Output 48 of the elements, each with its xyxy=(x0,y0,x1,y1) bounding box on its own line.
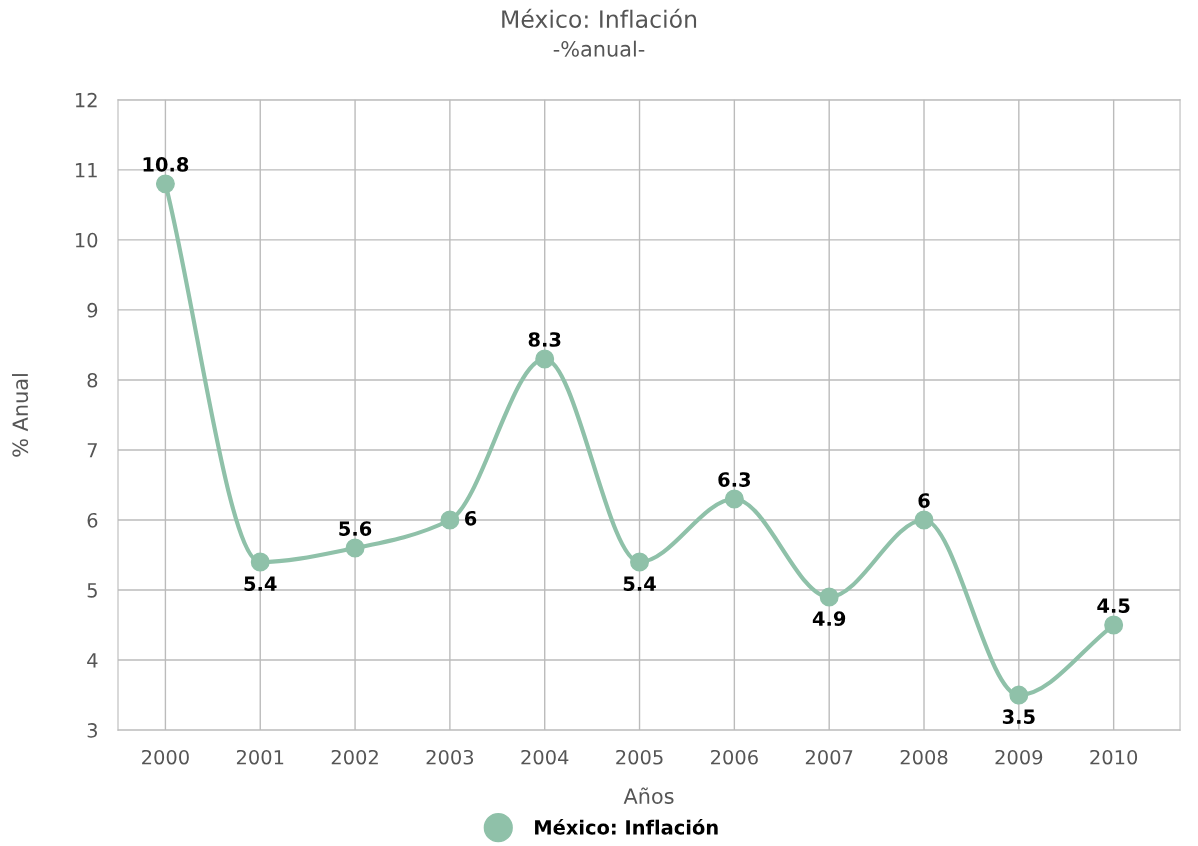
point xyxy=(1009,685,1029,705)
point xyxy=(819,587,839,607)
point xyxy=(345,538,365,558)
point xyxy=(914,510,934,530)
point xyxy=(155,174,175,194)
y-tick-label: 7 xyxy=(87,443,97,458)
x-tick-label: 2002 xyxy=(331,749,378,765)
data-label: 10.8 xyxy=(143,157,189,172)
chart-subtitle: -%anual- xyxy=(553,40,645,57)
x-tick-label: 2003 xyxy=(426,749,474,765)
x-tick-label: 2000 xyxy=(142,749,189,765)
data-label: 8.3 xyxy=(528,332,561,347)
x-tick-label: 2008 xyxy=(900,749,948,765)
y-tick-label: 8 xyxy=(87,372,98,388)
data-label: 6.3 xyxy=(718,472,751,487)
data-label: 5.6 xyxy=(339,521,372,536)
point xyxy=(250,552,270,572)
point xyxy=(1104,615,1124,635)
point xyxy=(630,552,650,572)
x-tick-label: 2004 xyxy=(521,749,569,765)
legend-label: México: Inflación xyxy=(535,818,718,835)
x-tick-label: 2005 xyxy=(616,749,663,765)
x-tick-label: 2009 xyxy=(995,749,1043,765)
y-tick-label: 6 xyxy=(87,512,98,528)
data-label: 5.4 xyxy=(244,576,277,591)
data-label: 4.5 xyxy=(1097,598,1130,613)
y-tick-label: 5 xyxy=(87,583,97,598)
y-tick-label: 3 xyxy=(87,723,97,738)
y-tick-label: 9 xyxy=(87,302,98,318)
point xyxy=(724,489,744,509)
y-tick-label: 12 xyxy=(75,92,97,108)
x-tick-label: 2010 xyxy=(1090,749,1138,765)
data-label: 3.5 xyxy=(1002,709,1035,725)
x-tick-label: 2001 xyxy=(236,749,284,765)
chart-title: México: Inflación xyxy=(502,8,697,28)
y-tick-label: 4 xyxy=(87,653,98,668)
data-label: 6 xyxy=(918,493,930,508)
x-tick-label: 2006 xyxy=(711,749,758,765)
data-label: 6 xyxy=(464,510,477,526)
y-axis-title: % Anual xyxy=(11,374,29,457)
data-label: 5.4 xyxy=(623,576,656,591)
y-tick-label: 10 xyxy=(75,232,98,248)
point xyxy=(440,510,460,530)
x-axis-title: Años xyxy=(623,787,674,804)
point xyxy=(535,349,555,369)
y-tick-label: 11 xyxy=(75,163,97,178)
data-label: 4.9 xyxy=(812,611,846,626)
x-tick-label: 2007 xyxy=(805,749,853,765)
